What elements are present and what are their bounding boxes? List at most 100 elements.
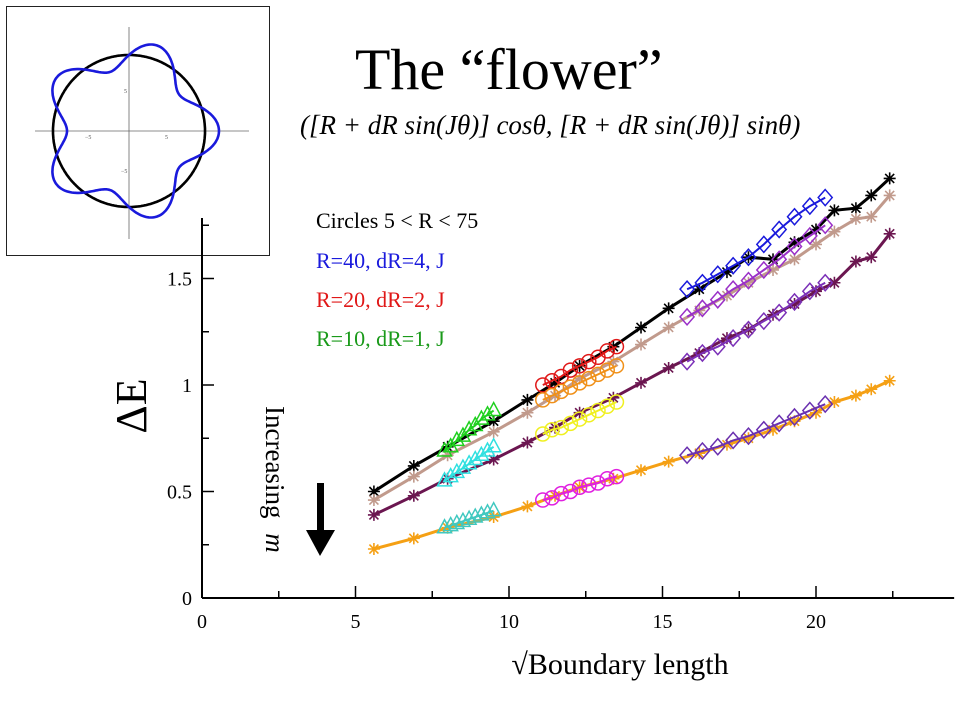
diamond-marker (709, 337, 726, 356)
x-axis-label: √Boundary length (511, 648, 728, 681)
legend-circles: Circles 5 < R < 75 (316, 208, 479, 233)
star-marker (662, 321, 675, 334)
diamond-marker (694, 273, 711, 292)
star-marker (662, 302, 675, 315)
triangle-marker (473, 409, 490, 425)
star-marker (849, 212, 862, 225)
circle-marker (599, 362, 615, 378)
diamond-marker (755, 235, 772, 254)
diamond-marker (786, 237, 803, 256)
y-tick-label: 1 (182, 375, 192, 397)
diamond-marker (709, 290, 726, 309)
circle-marker (581, 370, 597, 387)
triangle-marker (436, 441, 453, 457)
down-arrow-icon (306, 483, 335, 556)
diamond-marker (786, 292, 803, 312)
triangle-marker (460, 509, 478, 525)
triangle-marker (466, 449, 484, 466)
star-marker (720, 266, 733, 279)
star-marker (865, 251, 878, 264)
diamond-marker (694, 343, 711, 363)
star-marker (849, 389, 862, 402)
diamond-marker (740, 248, 757, 267)
diamond-marker (771, 220, 788, 239)
data-series (535, 394, 625, 442)
triangle-marker (454, 511, 472, 528)
star-marker (487, 425, 500, 438)
star-marker (367, 494, 380, 507)
diamond-marker (694, 441, 711, 461)
circle-marker (608, 394, 625, 410)
circle-marker (571, 375, 588, 391)
circle-marker (553, 383, 569, 400)
circle-marker (608, 468, 625, 485)
circle-marker (590, 402, 606, 419)
circle-marker (535, 426, 551, 442)
star-marker (635, 376, 648, 389)
data-series (535, 468, 625, 508)
star-marker (810, 406, 822, 419)
diamond-marker (740, 271, 757, 290)
annotation-text: Increasing m (260, 406, 290, 553)
triangle-marker (473, 445, 490, 462)
circle-marker (581, 407, 597, 423)
series-line (686, 224, 826, 318)
circle-marker (544, 387, 560, 404)
chart-axes: 0 5 10 15 20 0 0.5 1 1.5 (167, 218, 955, 633)
star-marker (662, 361, 675, 374)
circle-marker (544, 490, 560, 506)
star-marker (693, 447, 706, 460)
flower-inset-plot: 5 −5 5 −5 (6, 6, 270, 256)
y-tick-label: 0 (182, 588, 192, 610)
star-marker (767, 263, 780, 276)
slide-title: The “flower” (355, 37, 663, 102)
circle-marker (571, 479, 588, 495)
triangle-marker (479, 405, 496, 421)
star-marker (810, 223, 822, 236)
star-marker (849, 202, 862, 215)
arrow-shaft (317, 483, 324, 531)
diamond-marker (740, 426, 757, 446)
diamond-marker (725, 431, 742, 450)
star-marker (883, 374, 896, 387)
star-marker (693, 347, 706, 360)
diamond-marker (801, 282, 818, 301)
circle-marker (544, 421, 560, 438)
star-marker (828, 225, 841, 238)
triangle-marker (436, 471, 453, 487)
star-marker (607, 391, 620, 404)
triangle-marker (485, 400, 502, 417)
triangle-marker (448, 462, 466, 479)
circle-marker (571, 358, 588, 374)
star-marker (521, 500, 534, 513)
circle-marker (562, 483, 579, 500)
circle-marker (599, 398, 615, 415)
data-series (367, 189, 896, 507)
circle-marker (553, 485, 569, 502)
diamond-marker (679, 307, 696, 326)
star-marker (788, 236, 801, 249)
x-tick-label: 5 (351, 611, 361, 633)
circle-marker (544, 372, 560, 389)
data-series (367, 374, 896, 556)
star-marker (407, 470, 420, 483)
triangle-marker (454, 458, 472, 474)
circle-marker (599, 343, 615, 359)
triangle-marker (442, 515, 459, 532)
data-series (679, 273, 834, 371)
diamond-marker (817, 188, 834, 207)
diamond-marker (740, 320, 757, 339)
star-marker (367, 508, 380, 521)
star-marker (788, 253, 801, 266)
data-series (535, 358, 625, 408)
data-series (535, 338, 625, 393)
series-line (686, 281, 826, 363)
star-marker (788, 298, 801, 311)
y-tick-label: 1.5 (167, 269, 192, 291)
star-marker (407, 489, 420, 502)
star-marker (883, 172, 896, 185)
diamond-marker (771, 250, 788, 269)
triangle-marker (473, 505, 490, 521)
star-marker (742, 432, 755, 445)
diamond-marker (801, 196, 818, 216)
